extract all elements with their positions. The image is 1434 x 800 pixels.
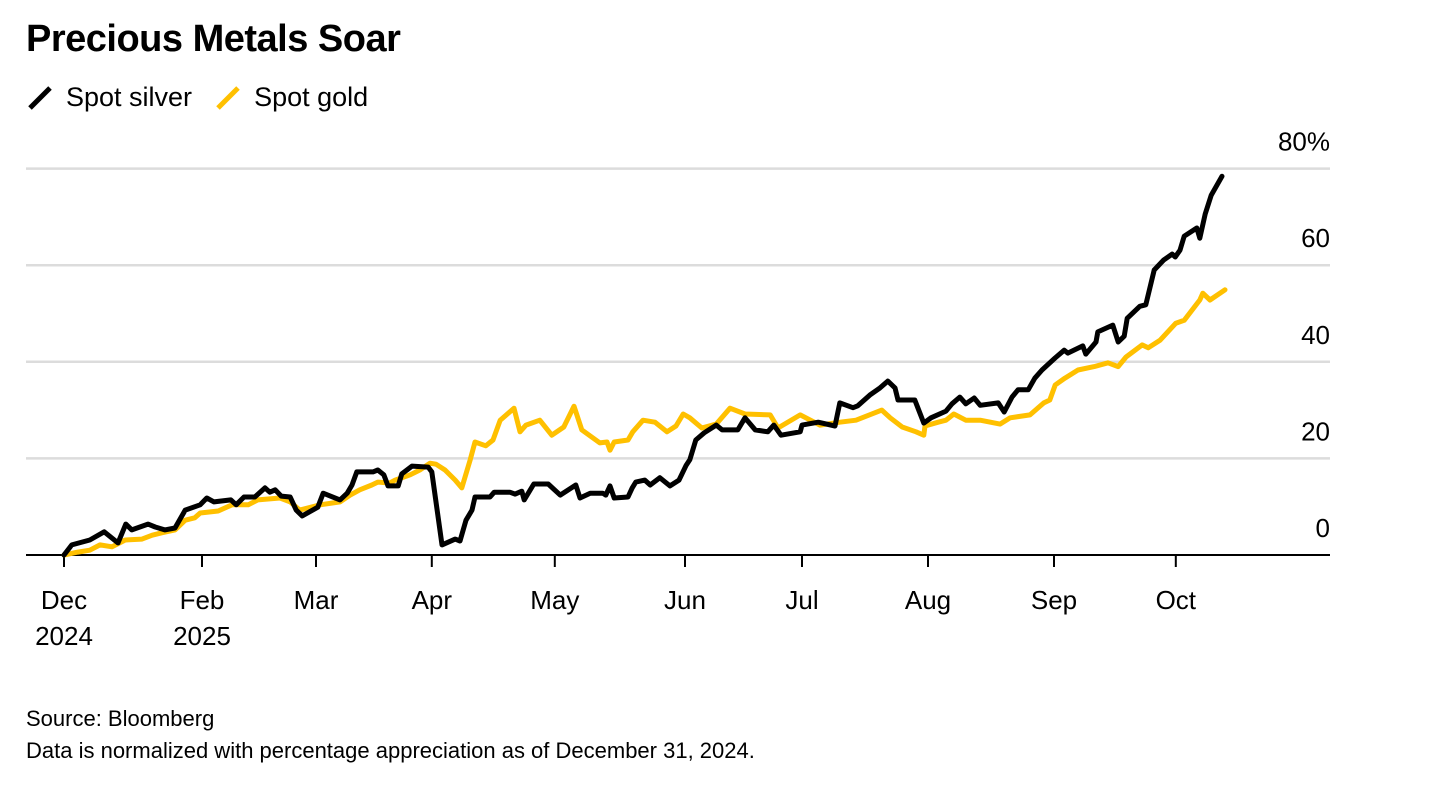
x-tick-sublabel: 2025 xyxy=(173,621,231,651)
x-tick-label: Apr xyxy=(412,585,453,615)
data-note: Data is normalized with percentage appre… xyxy=(26,738,755,763)
series-line-spot-gold xyxy=(61,287,1228,558)
y-tick-label: 60 xyxy=(1301,223,1330,253)
series-line-spot-silver xyxy=(61,173,1225,558)
y-tick-label: 20 xyxy=(1301,416,1330,446)
y-tick-label: 0 xyxy=(1316,513,1330,543)
x-tick-label: Oct xyxy=(1156,585,1197,615)
x-tick-label: Jul xyxy=(785,585,818,615)
x-tick-label: Dec xyxy=(41,585,87,615)
legend-swatch-silver-icon xyxy=(28,85,52,110)
x-tick-label: Jun xyxy=(664,585,706,615)
legend-swatch-gold-icon xyxy=(216,85,240,110)
legend-item-gold: Spot gold xyxy=(214,82,368,113)
x-tick-label: Sep xyxy=(1031,585,1077,615)
x-tick-sublabel: 2024 xyxy=(35,621,93,651)
chart-title: Precious Metals Soar xyxy=(26,18,401,60)
y-tick-label: 80% xyxy=(1278,127,1330,157)
source-note: Source: Bloomberg xyxy=(26,706,215,731)
x-tick-label: Aug xyxy=(905,585,951,615)
legend-label-silver: Spot silver xyxy=(66,82,193,112)
y-tick-label: 40 xyxy=(1301,320,1330,350)
legend: Spot silver Spot gold xyxy=(26,82,390,113)
legend-item-silver: Spot silver xyxy=(26,82,192,113)
legend-label-gold: Spot gold xyxy=(254,82,369,112)
x-tick-label: May xyxy=(530,585,579,615)
x-tick-label: Mar xyxy=(294,585,339,615)
x-tick-label: Feb xyxy=(180,585,225,615)
